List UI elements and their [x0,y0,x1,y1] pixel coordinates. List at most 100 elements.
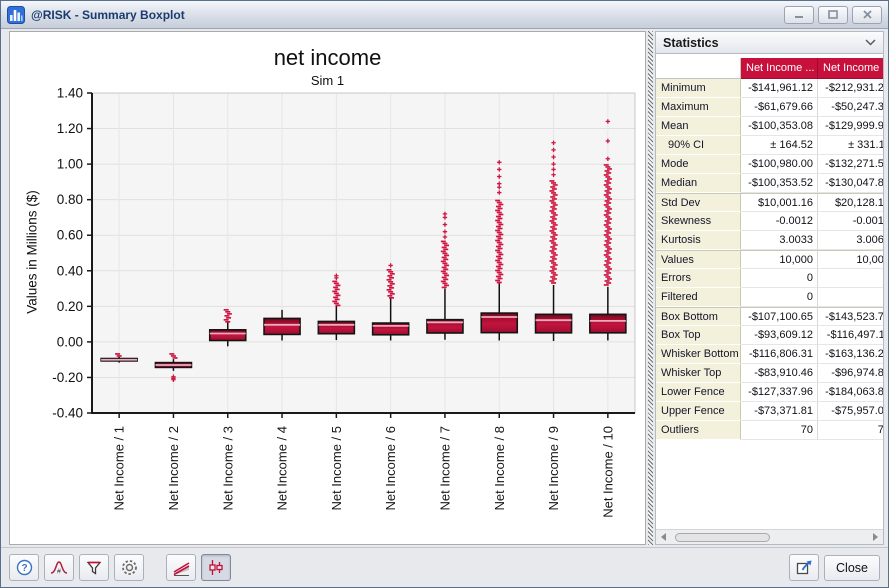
distribution-format-button[interactable]: # [44,554,74,581]
bottom-toolbar: ? # [1,547,888,587]
panel-splitter[interactable] [648,31,653,545]
stats-row: Filtered00 [656,288,883,307]
scroll-left-arrow[interactable] [656,530,671,545]
stats-value-cell: -$132,271.54 [818,155,883,174]
stats-label-cell: Outliers [656,421,741,440]
svg-text:Net Income / 6: Net Income / 6 [383,426,398,511]
stats-row: Outliers7077 [656,421,883,440]
gear-icon [121,560,137,575]
stats-value-cell: 10,000 [818,250,883,269]
filter-icon [86,561,102,575]
edit-chart-button[interactable] [789,554,820,581]
stats-horizontal-scrollbar[interactable] [656,529,883,544]
stats-corner-cell [656,58,741,79]
help-icon: ? [16,559,32,576]
minimize-button[interactable] [784,5,814,24]
svg-text:Net Income / 9: Net Income / 9 [546,426,561,511]
titlebar: @RISK - Summary Boxplot [1,1,888,29]
stats-value-cell: -$116,806.31 [741,345,818,364]
help-button[interactable]: ? [9,554,39,581]
stats-value-cell: -$61,679.66 [741,98,818,117]
stats-row: Errors00 [656,269,883,288]
stats-value-cell: -$129,999.94 [818,117,883,136]
statistics-table: Net Income ...Net Income ...Minimum-$141… [656,58,883,440]
stats-value-cell: 0 [741,269,818,288]
svg-text:Net Income / 1: Net Income / 1 [112,426,127,511]
svg-text:0.40: 0.40 [57,263,83,278]
filter-button[interactable] [79,554,109,581]
stats-row: Std Dev$10,001.16$20,128.10 [656,193,883,212]
stats-row: Whisker Bottom -$116,806.31 -$163,136.27 [656,345,883,364]
svg-text:-0.40: -0.40 [52,406,83,421]
stats-label-cell: Box Top [656,326,741,345]
window-title: @RISK - Summary Boxplot [31,7,185,22]
svg-text:1.00: 1.00 [57,157,83,172]
stats-label-cell: Values [656,250,741,269]
stats-label-cell: Skewness [656,212,741,231]
stats-row: Lower Fence -$127,337.96 -$184,063.81 [656,383,883,402]
svg-text:0.20: 0.20 [57,299,83,314]
stats-column-header: Net Income ... [818,58,883,79]
boxplot-graph-icon [209,560,223,575]
stats-value-cell: ± 331.11 [818,136,883,155]
maximize-icon [828,10,838,19]
close-icon [862,10,872,19]
stats-value-cell: -$163,136.27 [818,345,883,364]
svg-text:0.00: 0.00 [57,334,83,349]
trend-graph-icon [173,561,189,576]
stats-label-cell: Lower Fence [656,383,741,402]
stats-value-cell: -0.0012 [741,212,818,231]
close-window-button[interactable] [852,5,882,24]
chevron-down-icon [865,39,876,46]
stats-label-cell: Whisker Top [656,364,741,383]
statistics-header-dropdown[interactable]: Statistics [656,32,883,54]
chart-panel: -0.40 -0.20 0.00 0.20 0.40 0.60 0.80 1.00 1.20 1.… [9,31,646,545]
stats-value-cell: -$75,957.08 [818,402,883,421]
minimize-icon [795,15,803,18]
stats-row: Minimum -$141,961.12 -$212,931.23 [656,79,883,98]
stats-label-cell: Whisker Bottom [656,345,741,364]
stats-value-cell: -$127,337.96 [741,383,818,402]
stats-value-cell: -$96,974.89 [818,364,883,383]
maximize-button[interactable] [818,5,848,24]
scroll-right-arrow[interactable] [868,530,883,545]
left-triangle-icon [661,533,666,541]
svg-text:#: # [57,568,61,575]
stats-value-cell: -$50,247.34 [818,98,883,117]
stats-value-cell: 0 [818,288,883,307]
stats-label-cell: Median [656,174,741,193]
svg-text:Net Income / 3: Net Income / 3 [220,426,235,511]
stats-row: Skewness-0.0012-0.0018 [656,212,883,231]
stats-column-header: Net Income ... [741,58,818,79]
stats-value-cell: -$143,523.79 [818,307,883,326]
stats-value-cell: -$100,353.52 [741,174,818,193]
stats-row: 90% CI± 164.52± 331.11 [656,136,883,155]
svg-text:Net Income / 7: Net Income / 7 [437,426,452,511]
scrollbar-thumb[interactable] [675,532,770,542]
stats-label-cell: Kurtosis [656,231,741,250]
stats-value-cell: -0.0018 [818,212,883,231]
stats-value-cell: $10,001.16 [741,193,818,212]
svg-text:-0.20: -0.20 [52,370,83,385]
edit-chart-icon [796,560,812,575]
boxplot-chart[interactable]: -0.40 -0.20 0.00 0.20 0.40 0.60 0.80 1.00 1.20 1.… [10,32,647,546]
stats-label-cell: Upper Fence [656,402,741,421]
stats-value-cell: 77 [818,421,883,440]
statistics-header-label: Statistics [663,35,719,50]
app-icon [7,5,25,24]
boxplot-graph-button[interactable] [201,554,231,581]
stats-value-cell: -$107,100.65 [741,307,818,326]
stats-row: Box Top -$93,609.12 -$116,497.11 [656,326,883,345]
stats-label-cell: Std Dev [656,193,741,212]
stats-label-cell: Errors [656,269,741,288]
close-button[interactable]: Close [824,554,880,581]
stats-value-cell: 3.0033 [741,231,818,250]
settings-button[interactable] [114,554,144,581]
trend-graph-button[interactable] [166,554,196,581]
stats-value-cell: -$100,353.08 [741,117,818,136]
svg-text:1.40: 1.40 [57,86,83,101]
chart-subtitle: Sim 1 [310,73,345,88]
